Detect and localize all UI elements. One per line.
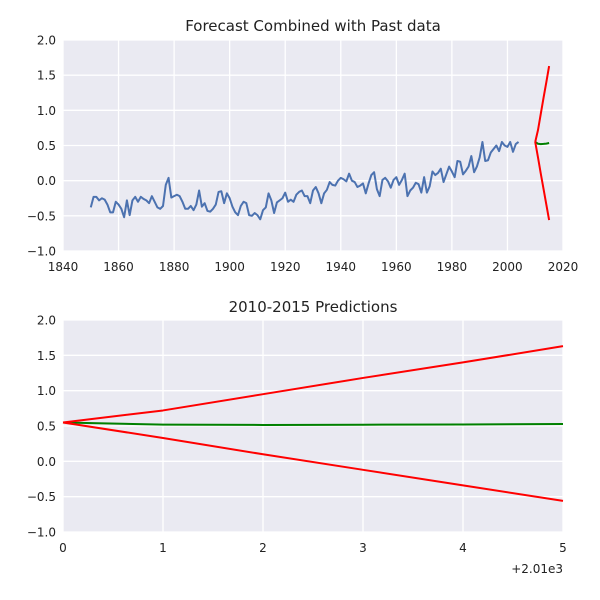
y-tick-label: 1.5 [37,349,56,363]
x-tick-label: 2000 [492,260,523,274]
y-tick-label: 0.0 [37,455,56,469]
x-tick-label: 1940 [326,260,357,274]
grid [62,39,564,252]
x-tick-label: 1 [159,541,167,555]
x-tick-label: 2 [259,541,267,555]
y-tick-label: 2.0 [37,34,56,48]
x-tick-label: 1840 [48,260,79,274]
series-line-1 [62,345,564,424]
y-tick-labels: −1.0 −0.5 0.0 0.5 1.0 1.5 2.0 [27,314,56,540]
y-tick-label: 0.5 [37,420,56,434]
x-tick-label: 2020 [548,260,579,274]
y-tick-label: 1.5 [37,69,56,83]
series-line-3 [534,141,551,221]
chart-title: Forecast Combined with Past data [185,17,441,35]
y-tick-label: −0.5 [27,209,56,223]
x-tick-label: 1980 [437,260,468,274]
series-line-0 [62,421,564,426]
x-tick-labels: 1840 1860 1880 1900 1920 1940 1960 1980 2000 2020 [48,260,579,274]
grid [62,319,564,533]
y-tick-label: −0.5 [27,490,56,504]
forecast-combined-chart: −1.0 −0.5 0.0 0.5 1.0 1.5 2.0 1840 1860 1880 1900… [27,17,578,274]
x-tick-label: 5 [559,541,567,555]
x-tick-label: 0 [59,541,67,555]
x-tick-label: 1900 [214,260,245,274]
y-tick-label: −1.0 [27,245,56,259]
x-tick-labels: 0 1 2 3 4 5 [59,541,567,555]
x-tick-label: 4 [459,541,467,555]
series-line-0 [89,140,520,221]
y-tick-label: 0.0 [37,174,56,188]
predictions-chart: −1.0 −0.5 0.0 0.5 1.0 1.5 2.0 0 1 2 3 4 5 2010-2015… [27,298,567,576]
x-tick-label: 3 [359,541,367,555]
y-tick-label: −1.0 [27,526,56,540]
x-tick-label: 1880 [159,260,190,274]
y-tick-label: 2.0 [37,314,56,328]
y-tick-label: 1.0 [37,384,56,398]
x-tick-label: 1920 [270,260,301,274]
x-offset-label: +2.01e3 [511,562,563,576]
y-tick-label: 1.0 [37,104,56,118]
series-line-1 [534,141,550,146]
series-group [62,345,564,502]
y-tick-label: 0.5 [37,139,56,153]
y-tick-labels: −1.0 −0.5 0.0 0.5 1.0 1.5 2.0 [27,34,56,259]
series-line-2 [62,421,564,502]
series-line-2 [534,65,551,143]
x-tick-label: 1960 [381,260,412,274]
x-tick-label: 1860 [103,260,134,274]
series-group [89,65,551,221]
chart-title: 2010-2015 Predictions [229,298,398,316]
